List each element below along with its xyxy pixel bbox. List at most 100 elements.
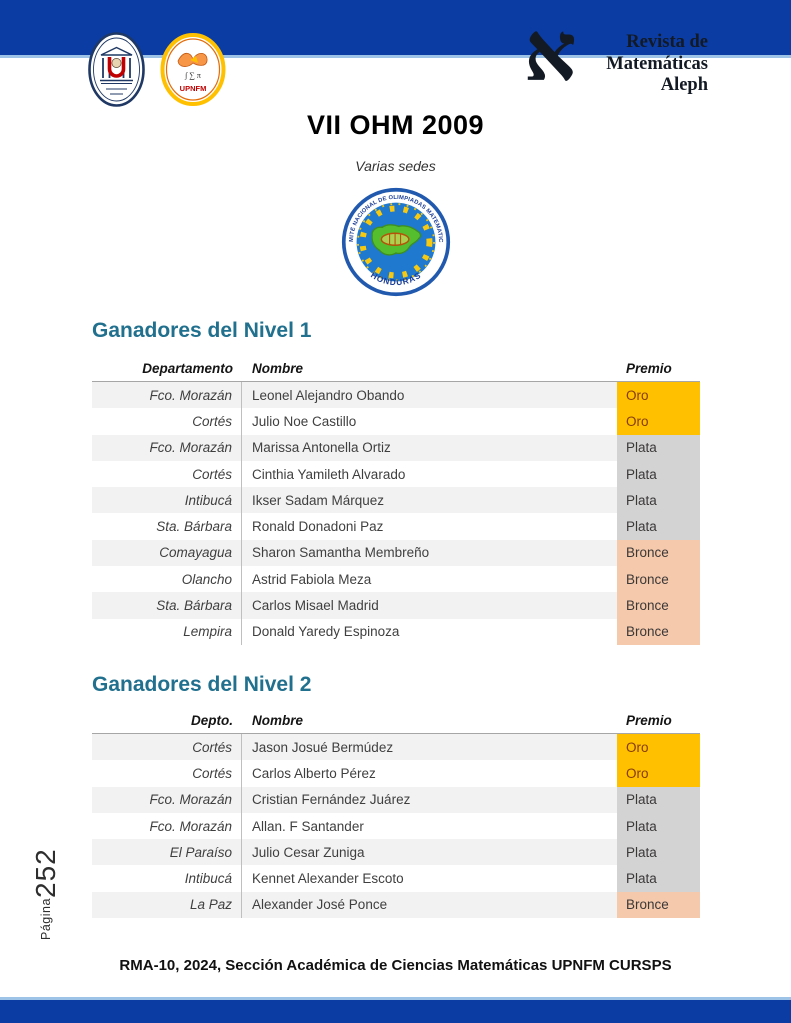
cell-nombre: Kennet Alexander Escoto [252, 871, 404, 887]
matematicas-upnfm-seal-logo: ∫ ∑ π UPNFM [160, 33, 226, 111]
cell-premio: Bronce [617, 618, 700, 645]
journal-name-line1: Revista de [626, 32, 708, 52]
svg-text:∫ ∑ π: ∫ ∑ π [184, 71, 201, 80]
table-row: El Paraíso Julio Cesar Zuniga Plata [92, 839, 700, 866]
cell-nombre: Astrid Fabiola Meza [252, 571, 372, 587]
table-row: Cortés Carlos Alberto Pérez Oro [92, 760, 700, 787]
cell-departamento: Intibucá [92, 865, 242, 892]
table-row: Cortés Julio Noe Castillo Oro [92, 408, 700, 435]
cell-nombre: Ronald Donadoni Paz [252, 519, 384, 535]
cell-nombre: Cristian Fernández Juárez [242, 786, 617, 813]
bottom-blue-bar [0, 1000, 791, 1023]
cell-departamento: Sta. Bárbara [92, 513, 242, 540]
cell-departamento: Fco. Morazán [92, 812, 242, 840]
page-number-label: Página [39, 898, 53, 940]
cell-premio: Plata [617, 513, 700, 540]
table-row: La Paz Alexander José Ponce Bronce [92, 891, 700, 919]
section-heading-nivel-2: Ganadores del Nivel 2 [92, 673, 312, 696]
cell-nombre: Allan. F Santander [252, 818, 364, 834]
section-heading-nivel-1: Ganadores del Nivel 1 [92, 319, 312, 342]
aleph-icon: א [524, 7, 577, 98]
cell-premio: Plata [617, 839, 700, 866]
cell-premio: Plata [617, 434, 700, 461]
cell-nombre: Alexander José Ponce [242, 891, 617, 919]
cell-departamento: Cortés [92, 760, 242, 787]
cell-departamento: Olancho [92, 566, 242, 593]
mayan-numerals-ring [359, 205, 433, 279]
column-header-departamento: Departamento [142, 361, 233, 376]
cell-nombre: Leonel Alejandro Obando [242, 382, 617, 409]
cell-nombre: Ikser Sadam Márquez [242, 487, 617, 514]
cell-nombre: Julio Cesar Zuniga [242, 839, 617, 866]
cell-premio: Oro [617, 760, 700, 787]
table-body: Fco. Morazán Leonel Alejandro Obando Oro Co… [92, 382, 700, 645]
cell-departamento: El Paraíso [92, 839, 242, 866]
cell-premio: Plata [617, 487, 700, 514]
table-row: Olancho Astrid Fabiola Meza Bronce [92, 566, 700, 593]
cell-nombre: Marissa Antonella Ortiz [242, 434, 617, 461]
top-bar-accent-line [0, 55, 791, 58]
winners-table-nivel-2: Depto. Nombre Premio Cortés Jason Josué B… [92, 708, 700, 919]
table-body: Cortés Jason Josué Bermúdez Oro Cortés Carlo… [92, 734, 700, 919]
cell-nombre: Cinthia Yamileth Alvarado [252, 466, 406, 482]
cell-nombre: Carlos Alberto Pérez [252, 765, 376, 781]
column-header-nombre: Nombre [252, 361, 304, 376]
matematicas-seal-icon: ∫ ∑ π UPNFM [160, 33, 226, 106]
olympiad-emblem-logo: COMITÉ NACIONAL DE OLIMPIADAS MATEMATICA… [339, 183, 451, 302]
aleph-journal-logo: א Revista de Matemáticas Aleph [524, 12, 714, 106]
page-subtitle: Varias sedes [355, 158, 436, 174]
page-title: VII OHM 2009 [306, 110, 485, 140]
footer-citation: RMA-10, 2024, Sección Académica de Cienc… [119, 957, 672, 974]
cell-departamento: Fco. Morazán [92, 786, 242, 813]
table-header-row: Depto. Nombre Premio [92, 708, 700, 734]
table-row: Cortés Jason Josué Bermúdez Oro [92, 734, 700, 761]
upnfm-seal-icon [88, 32, 145, 107]
cell-nombre: Julio Noe Castillo [252, 413, 357, 429]
cell-premio: Plata [617, 786, 700, 813]
cell-premio: Oro [617, 382, 700, 409]
column-header-premio: Premio [626, 361, 672, 376]
svg-text:UPNFM: UPNFM [180, 84, 207, 93]
table-row: Fco. Morazán Allan. F Santander Plata [92, 812, 700, 840]
journal-name-line2: Matemáticas [606, 53, 708, 74]
table-row: Sta. Bárbara Carlos Misael Madrid Bronce [92, 592, 700, 619]
cell-departamento: Cortés [92, 408, 242, 435]
table-row: Fco. Morazán Leonel Alejandro Obando Oro [92, 382, 700, 409]
table-row: Intibucá Ikser Sadam Márquez Plata [92, 487, 700, 514]
table-header-row: Departamento Nombre Premio [92, 356, 700, 382]
cell-premio: Oro [617, 734, 700, 761]
page-number-value: 252 [30, 848, 61, 899]
cell-nombre: Sharon Samantha Membreño [242, 539, 617, 567]
cell-departamento: Cortés [92, 734, 242, 761]
cell-premio: Plata [617, 812, 700, 840]
cell-departamento: Intibucá [92, 487, 242, 514]
cell-departamento: Sta. Bárbara [92, 592, 242, 619]
table-row: Fco. Morazán Cristian Fernández Juárez Pla… [92, 786, 700, 813]
journal-name: Revista de Matemáticas Aleph [580, 32, 708, 97]
cell-premio: Oro [617, 408, 700, 435]
winners-table-nivel-1: Departamento Nombre Premio Fco. Morazán L… [92, 356, 700, 645]
cell-departamento: Fco. Morazán [92, 382, 242, 409]
table-row: Comayagua Sharon Samantha Membreño Bronce [92, 539, 700, 567]
page-number-vertical: Página 252 [30, 816, 62, 940]
column-header-premio: Premio [626, 713, 672, 728]
table-row: Fco. Morazán Marissa Antonella Ortiz Plata [92, 434, 700, 461]
bottom-bar-accent-line [0, 997, 791, 1000]
column-header-nombre: Nombre [252, 713, 304, 728]
cell-departamento: Lempira [92, 618, 242, 645]
cell-departamento: Comayagua [92, 539, 242, 567]
cell-departamento: Fco. Morazán [92, 434, 242, 461]
cell-premio: Plata [617, 460, 700, 488]
cell-premio: Bronce [617, 592, 700, 619]
cell-departamento: Cortés [92, 460, 242, 488]
cell-premio: Bronce [617, 539, 700, 567]
cell-premio: Bronce [617, 566, 700, 593]
table-row: Sta. Bárbara Ronald Donadoni Paz Plata [92, 513, 700, 540]
journal-name-line3: Aleph [660, 75, 708, 95]
cell-premio: Bronce [617, 891, 700, 919]
cell-departamento: La Paz [92, 891, 242, 919]
table-row: Lempira Donald Yaredy Espinoza Bronce [92, 618, 700, 645]
column-header-departamento: Depto. [191, 713, 233, 728]
table-row: Intibucá Kennet Alexander Escoto Plata [92, 865, 700, 892]
